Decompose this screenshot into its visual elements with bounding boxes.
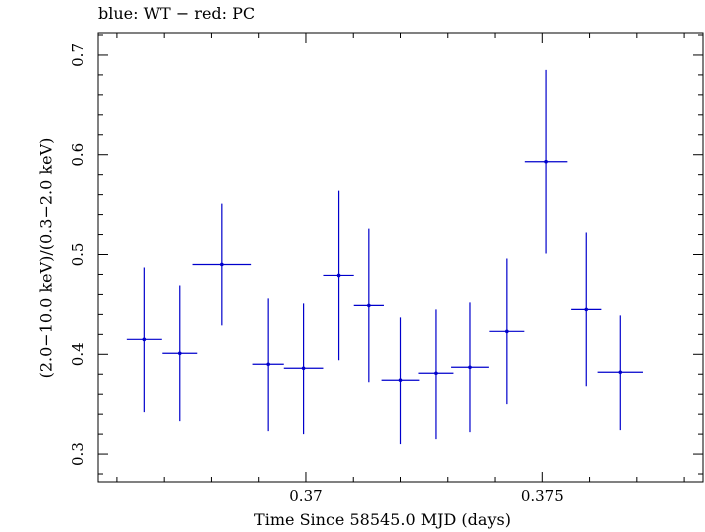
data-point bbox=[252, 298, 284, 432]
point-marker bbox=[584, 307, 589, 312]
data-point bbox=[353, 228, 384, 383]
point-marker bbox=[468, 365, 472, 370]
point-marker bbox=[142, 337, 147, 342]
point-marker bbox=[336, 273, 341, 278]
point-marker bbox=[398, 378, 403, 383]
y-axis-label: (2.0−10.0 keV)/(0.3−2.0 keV) bbox=[36, 137, 56, 379]
point-marker bbox=[618, 370, 623, 375]
data-point bbox=[524, 69, 568, 254]
data-points bbox=[126, 69, 643, 445]
point-marker bbox=[544, 159, 548, 164]
data-point bbox=[597, 315, 643, 431]
x-axis-label: Time Since 58545.0 MJD (days) bbox=[254, 510, 511, 529]
data-point bbox=[162, 285, 198, 422]
data-point bbox=[489, 258, 525, 405]
data-point bbox=[283, 303, 324, 435]
axis-ticks bbox=[98, 33, 703, 482]
y-tick-label: 0.5 bbox=[69, 243, 87, 267]
data-point bbox=[418, 309, 454, 440]
data-point bbox=[126, 267, 162, 413]
data-point bbox=[323, 190, 354, 361]
point-marker bbox=[367, 303, 371, 308]
point-marker bbox=[266, 362, 270, 367]
point-marker bbox=[220, 262, 224, 267]
data-point bbox=[451, 302, 489, 433]
point-marker bbox=[177, 351, 182, 356]
x-tick-label: 0.37 bbox=[289, 487, 322, 505]
x-tick-label: 0.375 bbox=[521, 487, 564, 505]
y-tick-label: 0.4 bbox=[69, 342, 87, 366]
axis-tick-labels: 0.37 0.375 0.3 0.4 0.5 0.6 0.7 bbox=[69, 43, 564, 505]
point-marker bbox=[301, 366, 306, 371]
point-marker bbox=[505, 329, 509, 334]
data-point bbox=[571, 232, 602, 387]
data-point bbox=[192, 203, 252, 326]
point-marker bbox=[434, 371, 438, 376]
y-tick-label: 0.6 bbox=[69, 143, 87, 167]
y-tick-label: 0.3 bbox=[69, 442, 87, 466]
data-point bbox=[381, 317, 420, 445]
chart-title: blue: WT − red: PC bbox=[98, 4, 256, 23]
y-tick-label: 0.7 bbox=[69, 43, 87, 67]
